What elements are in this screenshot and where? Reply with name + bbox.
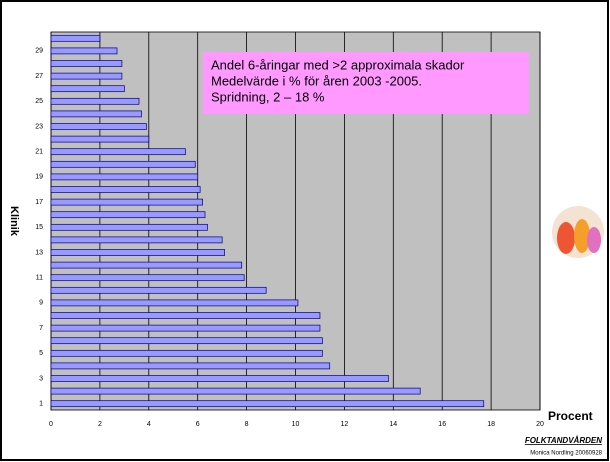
x-tick-label: 2 [98,421,102,428]
x-axis-label: Procent [548,409,593,423]
bar [50,223,208,231]
annotation: Spridning, 2 – 18 % [211,89,325,104]
bar [50,249,225,256]
y-tick-label: 9 [39,300,43,307]
y-tick-label: 1 [39,401,43,408]
bar [50,186,201,193]
x-tick-label: 14 [389,421,397,428]
bar [50,349,323,357]
bar [50,387,421,395]
x-tick-label: 10 [292,421,300,428]
bar [50,110,142,118]
bar [50,324,321,332]
bar [50,135,150,143]
bar [50,85,125,93]
y-tick-label: 27 [35,73,43,80]
bar [50,97,140,105]
footer: Monica Nordling 20060928 [530,451,602,457]
y-tick-label: 29 [35,48,43,55]
annotation-box [203,52,529,114]
x-tick-label: 0 [49,421,53,428]
bar [50,337,323,345]
bar [50,198,203,206]
y-tick-label: 23 [35,123,43,130]
bar [50,160,196,168]
icon-figure [574,219,590,253]
x-tick-label: 20 [536,421,544,428]
bar [50,173,199,181]
bar [50,123,147,130]
x-tick-label: 6 [196,421,200,428]
y-tick-label: 5 [39,350,43,357]
bar [50,261,243,269]
bar [50,60,123,67]
y-tick-label: 19 [35,174,43,181]
x-tick-label: 4 [147,421,151,428]
bar [50,400,485,408]
bar [50,286,267,294]
bar [50,72,123,80]
bar [50,211,206,219]
bar [50,375,389,382]
y-tick-label: 11 [36,275,43,282]
y-tick-label: 15 [35,224,43,231]
icon-figure [587,227,601,253]
y-axis-label: Klinik [8,206,20,237]
y-tick-label: 17 [35,199,43,206]
bar [50,34,101,42]
x-tick-label: 12 [341,421,349,428]
bar [50,299,299,307]
x-tick-label: 16 [438,421,446,428]
y-tick-label: 13 [35,249,43,256]
bar [50,362,331,370]
annotation: Andel 6-åringar med >2 approximala skado… [211,57,465,72]
bar [50,47,118,55]
bar [50,274,245,282]
y-tick-label: 7 [39,325,43,332]
logo: FOLKTANDVÅRDEN [525,436,602,445]
annotation: Medelvärde i % för åren 2003 -2005. [211,73,422,88]
x-tick-label: 8 [245,421,249,428]
icon-figure [557,222,575,254]
bar [50,312,321,319]
y-tick-label: 21 [35,149,43,156]
x-tick-label: 18 [487,421,495,428]
clip-art [552,206,604,258]
bar [50,236,223,244]
y-tick-label: 3 [39,375,43,382]
y-tick-label: 25 [35,98,43,105]
bar [50,148,186,156]
